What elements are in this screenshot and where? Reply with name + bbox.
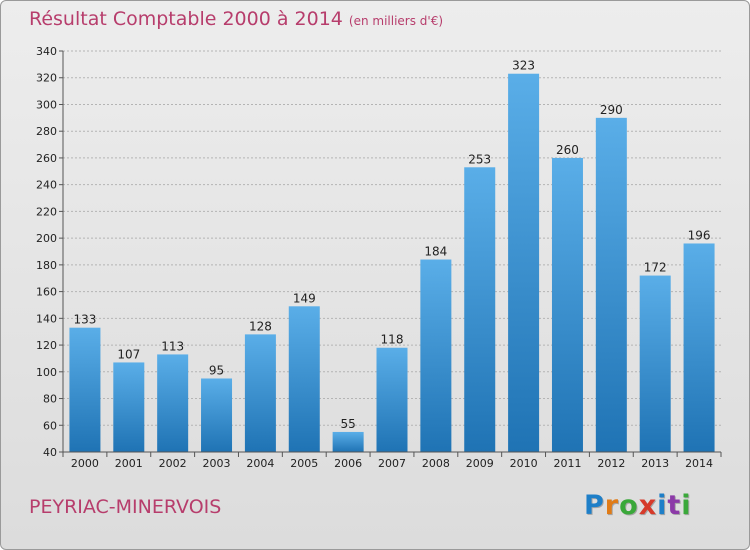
logo-letter: r [604, 490, 620, 521]
logo-letter: x [638, 490, 658, 521]
y-tick-label: 100 [36, 366, 57, 379]
logo-letter: i [681, 490, 692, 521]
x-tick-label: 2005 [290, 457, 318, 470]
value-label: 172 [644, 261, 667, 275]
bar-2002 [157, 354, 189, 452]
bar-2007 [376, 347, 408, 452]
y-tick-label: 180 [36, 259, 57, 272]
value-label: 107 [117, 347, 140, 361]
x-tick-label: 2010 [510, 457, 538, 470]
x-tick-label: 2000 [71, 457, 99, 470]
x-tick-label: 2011 [553, 457, 581, 470]
bars [69, 73, 715, 453]
value-label: 253 [468, 152, 491, 166]
x-tick-label: 2001 [115, 457, 143, 470]
y-tick-label: 160 [36, 286, 57, 299]
y-tick-label: 80 [43, 393, 57, 406]
x-tick-label: 2002 [159, 457, 187, 470]
logo-letter: P [584, 490, 605, 521]
bar-2008 [420, 259, 452, 452]
x-tick-label: 2014 [685, 457, 713, 470]
bar-2004 [244, 334, 276, 452]
value-label: 118 [381, 333, 404, 347]
y-tick-label: 200 [36, 232, 57, 245]
chart-title-text: Résultat Comptable 2000 à 2014 [29, 8, 343, 30]
logo-letter: t [667, 490, 682, 521]
bar-2005 [288, 306, 320, 452]
y-tick-label: 140 [36, 312, 57, 325]
value-label: 290 [600, 103, 623, 117]
logo-letter: o [619, 490, 639, 521]
bar-2010 [508, 73, 540, 453]
x-tick-label: 2003 [203, 457, 231, 470]
bar-2000 [69, 327, 101, 452]
y-tick-label: 340 [36, 45, 57, 58]
value-label: 260 [556, 143, 579, 157]
x-tick-label: 2012 [597, 457, 625, 470]
y-tick-label: 280 [36, 125, 57, 138]
y-tick-label: 320 [36, 72, 57, 85]
y-tick-label: 260 [36, 152, 57, 165]
y-tick-label: 220 [36, 205, 57, 218]
value-label: 196 [688, 228, 711, 242]
chart-unit: (en milliers d'€) [348, 14, 444, 28]
x-axis-ticks: 2000 2001 2002 2003 2004 2005 2006 2007 2008 2009… [62, 452, 722, 470]
bar-2009 [464, 167, 496, 453]
y-axis-ticks: 40 60 80 100 120 140 160 180 200 220 240 260 280 300 3… [36, 45, 63, 459]
y-tick-label: 300 [36, 98, 57, 111]
logo-letter: i [657, 490, 668, 521]
bar-2003 [201, 378, 233, 452]
x-tick-label: 2008 [422, 457, 450, 470]
value-labels: 133 107 113 95 128 149 55 118 184 253 323 260 290 172… [73, 59, 710, 431]
x-tick-label: 2009 [466, 457, 494, 470]
bar-2006 [332, 431, 364, 452]
value-label: 113 [161, 339, 184, 353]
value-label: 133 [73, 313, 96, 327]
bar-2011 [551, 157, 583, 452]
y-tick-label: 120 [36, 339, 57, 352]
chart-title: Résultat Comptable 2000 à 2014 (en millie… [29, 8, 443, 30]
value-label: 128 [249, 319, 272, 333]
bar-2001 [113, 362, 145, 452]
bar-2012 [595, 117, 627, 452]
value-label: 149 [293, 291, 316, 305]
value-label: 55 [340, 417, 355, 431]
proxiti-logo: Proxiti [584, 490, 692, 521]
bar-2013 [639, 275, 671, 452]
value-label: 323 [512, 59, 535, 73]
x-tick-label: 2004 [246, 457, 274, 470]
y-tick-label: 40 [43, 446, 57, 459]
commune-name: PEYRIAC-MINERVOIS [29, 496, 222, 518]
value-label: 95 [209, 363, 224, 377]
bar-2014 [683, 243, 715, 452]
y-tick-label: 60 [43, 419, 57, 432]
x-tick-label: 2007 [378, 457, 406, 470]
value-label: 184 [424, 245, 447, 259]
x-tick-label: 2006 [334, 457, 362, 470]
x-tick-label: 2013 [641, 457, 669, 470]
y-tick-label: 240 [36, 179, 57, 192]
